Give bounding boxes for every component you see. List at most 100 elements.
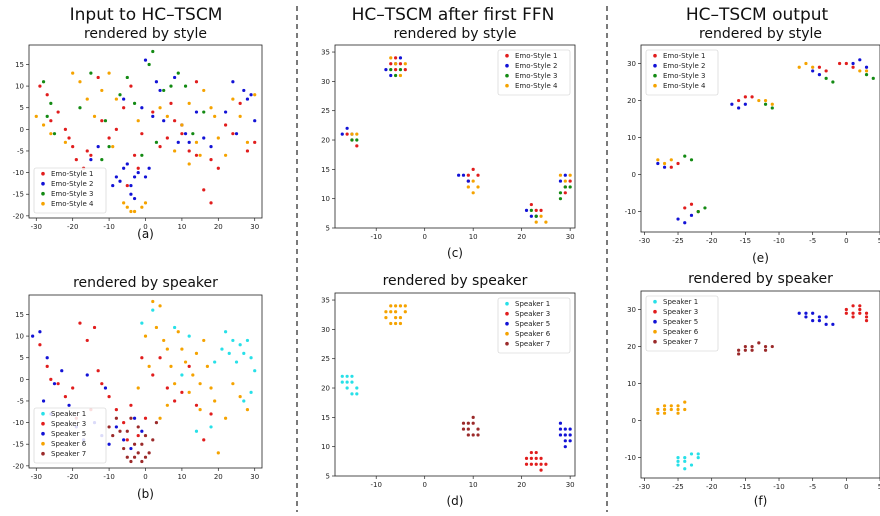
data-point — [202, 136, 206, 140]
data-point — [403, 310, 407, 314]
data-point — [539, 456, 543, 461]
data-point — [811, 69, 815, 73]
data-point — [60, 369, 64, 373]
data-point — [85, 97, 89, 101]
data-point — [187, 162, 191, 166]
data-point — [180, 347, 184, 351]
x-tick-label: 10 — [177, 473, 186, 481]
data-point — [114, 175, 118, 179]
data-point — [162, 119, 166, 123]
data-point — [173, 325, 177, 330]
data-point — [568, 427, 572, 431]
data-point — [656, 161, 660, 166]
legend-marker — [505, 63, 509, 68]
data-point — [389, 62, 393, 66]
legend-label: Speaker 3 — [51, 420, 86, 428]
legend-box — [645, 295, 719, 352]
data-point — [234, 360, 239, 364]
data-point — [38, 84, 42, 88]
column-title-ffn: HC–TSCM after first FFN — [352, 5, 555, 25]
data-point — [770, 344, 774, 349]
data-point — [398, 68, 403, 72]
data-point — [355, 132, 359, 136]
data-point — [162, 88, 166, 93]
data-point — [350, 374, 354, 378]
data-point — [238, 343, 242, 347]
data-point — [129, 403, 133, 407]
data-point — [132, 416, 137, 420]
y-tick-label: -5 — [17, 147, 24, 155]
data-point — [74, 158, 78, 162]
data-point — [56, 110, 60, 114]
x-tick-label: 0 — [844, 237, 848, 245]
data-point — [147, 62, 151, 67]
data-point — [125, 162, 129, 166]
data-point — [173, 119, 177, 123]
data-point — [202, 338, 206, 343]
data-point — [466, 421, 470, 425]
data-point — [231, 382, 235, 386]
data-point — [45, 114, 49, 118]
legend-marker — [41, 421, 45, 426]
data-point — [129, 209, 133, 214]
x-tick-label: -30 — [639, 483, 650, 491]
y-tick-label: 25 — [321, 355, 330, 363]
y-tick-label: -10 — [625, 208, 636, 216]
data-point — [851, 315, 855, 319]
data-point — [143, 334, 148, 338]
scatter-panel-f: rendered by speaker -30 -25 -20 -15 -10 -5 0 5 -1… — [625, 271, 880, 508]
panel-title: rendered by speaker — [383, 273, 528, 289]
y-tick-label: 0 — [20, 376, 24, 384]
data-point — [216, 136, 220, 140]
scatter-panels: rendered by style -30 -20 -10 0 10 20 30 -20 -15 -… — [13, 26, 880, 508]
data-point — [114, 127, 118, 131]
legend-label: Emo-Style 1 — [515, 52, 557, 60]
legend-label: Speaker 6 — [515, 330, 551, 338]
data-point — [384, 310, 388, 314]
data-point — [340, 380, 344, 384]
legend: Speaker 1 Speaker 3 Speaker 5 Speaker 6 Spea… — [497, 297, 571, 354]
data-point — [524, 456, 529, 461]
data-point — [103, 119, 108, 123]
data-point — [524, 208, 529, 213]
data-point — [85, 373, 89, 377]
data-point — [466, 427, 470, 431]
data-point — [103, 386, 108, 390]
data-point — [750, 348, 754, 352]
legend-box — [645, 49, 719, 96]
data-point — [389, 68, 393, 72]
legend-marker — [653, 53, 657, 58]
data-point — [176, 71, 180, 75]
panel-title: rendered by style — [84, 26, 207, 42]
data-point — [202, 188, 206, 192]
data-point — [107, 395, 111, 399]
data-point — [558, 173, 563, 177]
data-point — [183, 360, 188, 364]
legend-marker — [505, 83, 509, 88]
y-tick-label: -10 — [625, 454, 636, 462]
data-point — [118, 179, 122, 183]
data-point — [49, 119, 53, 123]
data-point — [140, 321, 144, 325]
legend-marker — [41, 441, 45, 446]
data-point — [743, 344, 747, 349]
x-tick-label: 30 — [250, 223, 259, 231]
data-point — [394, 68, 398, 72]
y-tick-label: 5 — [20, 354, 24, 362]
data-point — [817, 319, 822, 323]
data-point — [92, 114, 97, 118]
y-tick-label: 15 — [15, 311, 24, 319]
data-point — [96, 369, 100, 373]
data-point — [355, 386, 359, 390]
data-point — [143, 175, 148, 179]
data-point — [238, 395, 242, 399]
data-point — [187, 140, 191, 144]
legend-label: Emo-Style 4 — [51, 200, 94, 208]
legend-marker — [653, 309, 657, 314]
data-point — [71, 71, 75, 75]
data-point — [656, 407, 660, 412]
data-point — [539, 208, 543, 213]
legend-marker — [653, 83, 657, 88]
data-point — [187, 390, 191, 394]
data-point — [176, 140, 180, 144]
